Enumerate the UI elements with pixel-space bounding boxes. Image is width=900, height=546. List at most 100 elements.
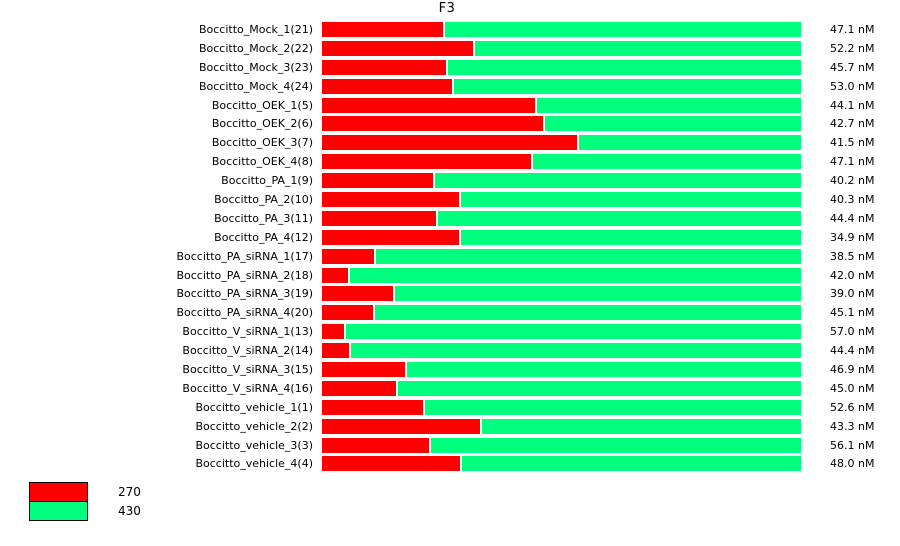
- bar-track: [322, 229, 801, 245]
- row-label: Boccitto_V_siRNA_2(14): [182, 344, 313, 358]
- row-label: Boccitto_OEK_2(6): [211, 117, 313, 131]
- bar-segment-430: [376, 248, 801, 264]
- row-value: 41.5 nM: [830, 136, 875, 150]
- bar-rows: Boccitto_Mock_1(21) 47.1 nM Boccitto_Mock_…: [0, 20, 874, 473]
- bar-track: [322, 305, 801, 321]
- bar-track: [322, 173, 801, 189]
- row-value: 39.0 nM: [830, 287, 875, 301]
- bar-track: [322, 21, 801, 37]
- row-value: 53.0 nM: [830, 79, 875, 93]
- bar-segment-430: [398, 380, 801, 396]
- bar-track: [322, 59, 801, 75]
- bar-segment-430: [461, 191, 801, 207]
- bar-row: Boccitto_Mock_3(23) 45.7 nM: [0, 58, 874, 77]
- bar-segment-270: [322, 248, 374, 264]
- bar-track: [322, 380, 801, 396]
- bar-track: [322, 324, 801, 340]
- row-label: Boccitto_PA_4(12): [214, 230, 313, 244]
- bar-row: Boccitto_vehicle_3(3) 56.1 nM: [0, 436, 874, 455]
- row-value: 48.0 nM: [830, 457, 875, 471]
- bar-track: [322, 361, 801, 377]
- row-label: Boccitto_Mock_3(23): [198, 60, 313, 74]
- bar-track: [322, 191, 801, 207]
- bar-track: [322, 399, 801, 415]
- row-value: 44.1 nM: [830, 98, 875, 112]
- bar-segment-270: [322, 210, 436, 226]
- row-value: 47.1 nM: [830, 155, 875, 169]
- row-label: Boccitto_vehicle_3(3): [195, 438, 313, 452]
- bar-segment-270: [322, 456, 460, 472]
- row-value: 45.7 nM: [830, 60, 875, 74]
- bar-segment-430: [537, 97, 801, 113]
- bar-row: Boccitto_V_siRNA_2(14) 44.4 nM: [0, 341, 874, 360]
- row-value: 42.0 nM: [830, 268, 875, 282]
- row-label: Boccitto_PA_siRNA_1(17): [176, 249, 313, 263]
- row-value: 46.9 nM: [830, 362, 875, 376]
- legend-row-270: 270: [29, 482, 141, 502]
- bar-track: [322, 418, 801, 434]
- row-value: 56.1 nM: [830, 438, 875, 452]
- row-label: Boccitto_Mock_4(24): [198, 79, 313, 93]
- bar-segment-430: [435, 173, 801, 189]
- bar-segment-270: [322, 154, 531, 170]
- bar-row: Boccitto_OEK_2(6) 42.7 nM: [0, 114, 874, 133]
- bar-segment-270: [322, 286, 393, 302]
- bar-segment-270: [322, 59, 446, 75]
- bar-row: Boccitto_Mock_4(24) 53.0 nM: [0, 77, 874, 96]
- bar-segment-430: [438, 210, 801, 226]
- row-label: Boccitto_vehicle_1(1): [195, 400, 313, 414]
- bar-segment-430: [425, 399, 801, 415]
- bar-segment-430: [579, 135, 801, 151]
- bar-row: Boccitto_vehicle_2(2) 43.3 nM: [0, 417, 874, 436]
- row-label: Boccitto_PA_1(9): [221, 174, 313, 188]
- bar-track: [322, 248, 801, 264]
- bar-segment-270: [322, 191, 459, 207]
- row-value: 44.4 nM: [830, 344, 875, 358]
- bar-segment-430: [445, 21, 801, 37]
- bar-segment-270: [322, 418, 480, 434]
- row-label: Boccitto_OEK_1(5): [211, 98, 313, 112]
- bar-row: Boccitto_Mock_2(22) 52.2 nM: [0, 39, 874, 58]
- bar-segment-270: [322, 40, 473, 56]
- bar-track: [322, 40, 801, 56]
- bar-track: [322, 135, 801, 151]
- row-label: Boccitto_V_siRNA_4(16): [182, 381, 313, 395]
- bar-segment-270: [322, 173, 433, 189]
- bar-segment-430: [482, 418, 801, 434]
- bar-row: Boccitto_Mock_1(21) 47.1 nM: [0, 20, 874, 39]
- legend-swatch-430-icon: [29, 501, 88, 521]
- chart-title: F3: [438, 1, 456, 16]
- bar-segment-430: [431, 437, 801, 453]
- legend-label-430: 430: [118, 504, 141, 518]
- bar-track: [322, 343, 801, 359]
- row-label: Boccitto_vehicle_2(2): [195, 419, 313, 433]
- bar-segment-430: [395, 286, 801, 302]
- bar-track: [322, 210, 801, 226]
- row-label: Boccitto_V_siRNA_1(13): [182, 325, 313, 339]
- bar-row: Boccitto_V_siRNA_1(13) 57.0 nM: [0, 322, 874, 341]
- bar-row: Boccitto_OEK_4(8) 47.1 nM: [0, 152, 874, 171]
- row-label: Boccitto_OEK_4(8): [211, 155, 313, 169]
- row-label: Boccitto_Mock_1(21): [198, 22, 313, 36]
- bar-row: Boccitto_PA_siRNA_1(17) 38.5 nM: [0, 247, 874, 266]
- row-value: 45.1 nM: [830, 306, 875, 320]
- row-label: Boccitto_V_siRNA_3(15): [182, 362, 313, 376]
- row-label: Boccitto_PA_siRNA_3(19): [176, 287, 313, 301]
- bar-segment-430: [545, 116, 801, 132]
- bar-segment-430: [461, 229, 801, 245]
- bar-track: [322, 267, 801, 283]
- bar-track: [322, 286, 801, 302]
- bar-row: Boccitto_vehicle_4(4) 48.0 nM: [0, 454, 874, 473]
- bar-row: Boccitto_PA_3(11) 44.4 nM: [0, 209, 874, 228]
- bar-row: Boccitto_PA_siRNA_2(18) 42.0 nM: [0, 266, 874, 285]
- bar-segment-430: [351, 343, 801, 359]
- bar-track: [322, 97, 801, 113]
- row-value: 40.3 nM: [830, 192, 875, 206]
- bar-segment-430: [475, 40, 801, 56]
- bar-segment-270: [322, 399, 423, 415]
- row-label: Boccitto_OEK_3(7): [211, 136, 313, 150]
- row-value: 38.5 nM: [830, 249, 875, 263]
- bar-segment-430: [407, 361, 801, 377]
- row-value: 57.0 nM: [830, 325, 875, 339]
- bar-track: [322, 78, 801, 94]
